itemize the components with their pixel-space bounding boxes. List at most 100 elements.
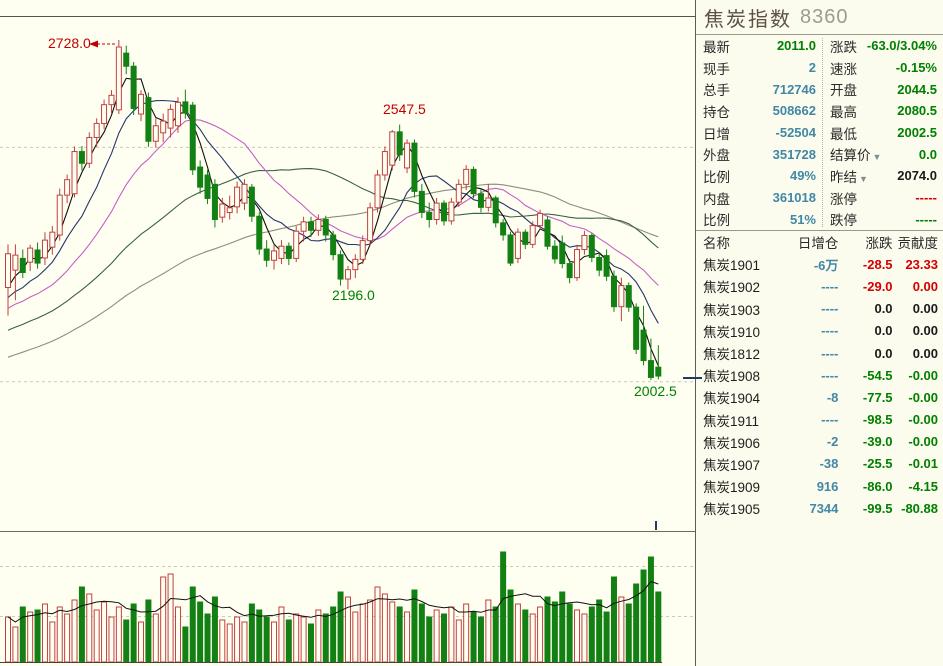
quote-value: ----- [915, 190, 937, 206]
table-row[interactable]: 焦炭1902 ---- -29.0 0.00 [696, 275, 943, 297]
change-value: -25.5 [862, 456, 893, 472]
contribution-value: -0.00 [908, 389, 938, 405]
quote-label: 现手 [703, 61, 730, 77]
quote-panel: 焦炭指数 8360 最新 2011.0 现手 2 总手 712746 持仓 508662 日增 -… [695, 0, 943, 666]
table-row[interactable]: 焦炭1906 -2 -39.0 -0.00 [696, 431, 943, 453]
contract-name: 焦炭1907 [703, 457, 761, 473]
position-change-value: ---- [821, 301, 839, 317]
quote-column-divider [822, 38, 823, 227]
table-row[interactable]: 焦炭1903 ---- 0.0 0.00 [696, 298, 943, 320]
contribution-value: 0.00 [912, 278, 938, 294]
position-change-value: ---- [821, 345, 839, 361]
contribution-value: -4.15 [908, 478, 938, 494]
quote-value: 2011.0 [776, 38, 816, 54]
quote-row: 比例 49% [696, 165, 822, 187]
quote-label: 跌停 [830, 213, 857, 229]
quote-value: 0.0 [918, 146, 937, 162]
quote-value: 49% [789, 168, 816, 184]
table-row[interactable]: 焦炭1910 ---- 0.0 0.00 [696, 320, 943, 342]
contribution-value: 0.00 [912, 323, 938, 339]
quote-value: 361018 [772, 190, 816, 206]
quote-row: 昨结 ▼ 2074.0 [823, 165, 943, 187]
table-row[interactable]: 焦炭1909 916 -86.0 -4.15 [696, 475, 943, 497]
table-row[interactable]: 焦炭1812 ---- 0.0 0.00 [696, 342, 943, 364]
quote-value: 2 [808, 60, 816, 76]
chart-region: 2728.0 2547.5 2196.0 2002.5 [0, 0, 702, 666]
quote-label: 比例 [703, 213, 730, 229]
table-row[interactable]: 焦炭1905 7344 -99.5 -80.88 [696, 497, 943, 519]
main-price-chart[interactable] [0, 0, 695, 531]
quote-row: 内盘 361018 [696, 187, 822, 209]
change-value: -54.5 [862, 367, 893, 383]
quote-label: 涨跌 [830, 39, 857, 55]
quote-label: 最高 [830, 104, 857, 120]
contract-name: 焦炭1904 [703, 391, 761, 407]
position-change-value: 916 [816, 478, 839, 494]
quote-row: 现手 2 [696, 57, 822, 79]
volume-chart[interactable] [0, 531, 695, 666]
price-annotation-high: 2728.0 [48, 35, 91, 51]
col-header-name: 名称 [703, 236, 730, 252]
quote-value: 2002.5 [897, 125, 937, 141]
quote-value: 351728 [772, 146, 816, 162]
quote-grid: 最新 2011.0 现手 2 总手 712746 持仓 508662 日增 -52504 外盘 351… [696, 35, 943, 231]
quote-label: 结算价 ▼ [830, 148, 882, 164]
quote-label: 日增 [703, 126, 730, 142]
quote-row: 结算价 ▼ 0.0 [823, 143, 943, 165]
quote-label: 持仓 [703, 104, 730, 120]
quote-row: 最高 2080.5 [823, 100, 943, 122]
quote-row: 开盘 2044.5 [823, 78, 943, 100]
quote-row: 涨跌 -63.0/3.04% [823, 35, 943, 57]
price-annotation-low: 2002.5 [634, 383, 677, 399]
dropdown-arrow-icon: ▼ [872, 152, 882, 163]
table-row[interactable]: 焦炭1904 -8 -77.5 -0.00 [696, 386, 943, 408]
contribution-value: 23.33 [905, 256, 938, 272]
quote-row: 最低 2002.5 [823, 122, 943, 144]
quote-value: 2074.0 [897, 168, 937, 184]
quote-row: 速涨 -0.15% [823, 57, 943, 79]
instrument-code: 8360 [800, 5, 849, 28]
position-change-value: 7344 [809, 500, 839, 516]
quote-value: ----- [915, 211, 937, 227]
price-annotation-swing-high: 2547.5 [383, 101, 426, 117]
col-header-contribution: 贡献度 [897, 236, 939, 252]
current-price-marker [683, 377, 702, 379]
quote-label: 涨停 [830, 191, 857, 207]
quote-label: 比例 [703, 169, 730, 185]
position-change-value: -2 [826, 434, 839, 450]
quote-label: 速涨 [830, 61, 857, 77]
quote-row: 外盘 351728 [696, 143, 822, 165]
change-value: -99.5 [862, 500, 893, 516]
col-header-position-change: 日增仓 [797, 236, 839, 252]
quote-label: 最低 [830, 126, 857, 142]
table-row[interactable]: 焦炭1911 ---- -98.5 -0.00 [696, 409, 943, 431]
quote-value: -63.0/3.04% [866, 38, 937, 54]
quote-value: -52504 [775, 125, 816, 141]
table-row[interactable]: 焦炭1901 -6万 -28.5 23.33 [696, 253, 943, 275]
contract-name: 焦炭1902 [703, 280, 761, 296]
change-value: -28.5 [862, 256, 893, 272]
contract-name: 焦炭1909 [703, 480, 761, 496]
table-row[interactable]: 焦炭1907 -38 -25.5 -0.01 [696, 453, 943, 475]
quote-row: 日增 -52504 [696, 122, 822, 144]
quote-row: 涨停 ----- [823, 187, 943, 209]
quote-value: 712746 [772, 81, 816, 97]
contract-name: 焦炭1910 [703, 324, 761, 340]
change-value: -39.0 [862, 434, 893, 450]
change-value: -98.5 [862, 412, 893, 428]
contract-name: 焦炭1903 [703, 302, 761, 318]
quote-label: 内盘 [703, 191, 730, 207]
position-change-value: -38 [819, 456, 839, 472]
quote-row: 跌停 ----- [823, 209, 943, 231]
quote-value: 51% [789, 211, 816, 227]
quote-value: 2080.5 [897, 103, 937, 119]
table-row[interactable]: 焦炭1908 ---- -54.5 -0.00 [696, 364, 943, 386]
contribution-value: 0.00 [912, 345, 938, 361]
contribution-value: -0.00 [908, 434, 938, 450]
quote-row: 最新 2011.0 [696, 35, 822, 57]
change-value: -86.0 [862, 478, 893, 494]
quote-row: 比例 51% [696, 209, 822, 231]
contract-table-header: 名称 日增仓 涨跌 贡献度 [696, 231, 943, 253]
col-header-change: 涨跌 [865, 236, 893, 252]
